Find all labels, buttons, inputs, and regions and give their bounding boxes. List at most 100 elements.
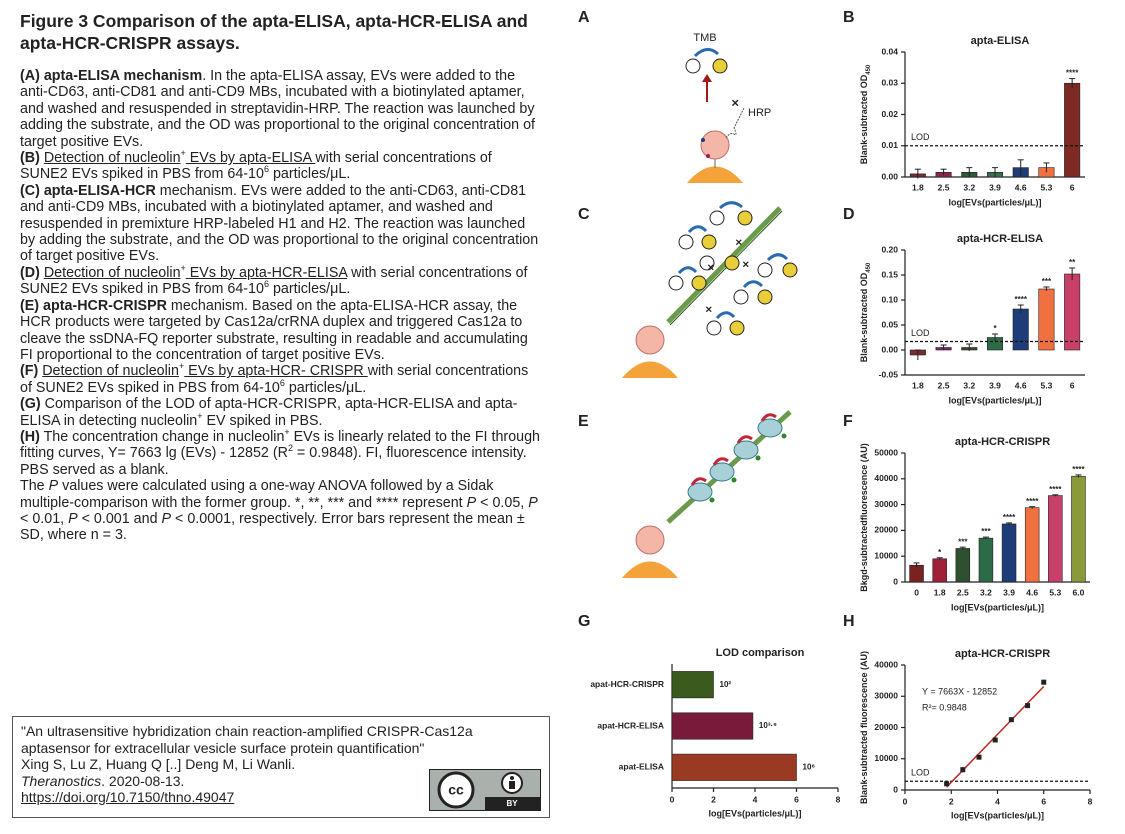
svg-text:cc: cc (448, 782, 464, 798)
caption-paragraph: (C) apta-ELISA-HCR mechanism. EVs were a… (20, 183, 542, 265)
significance-label: ** (1069, 258, 1076, 267)
caption-paragraph: (F) Detection of nucleolin+ EVs by apta-… (20, 361, 542, 396)
caption-run: values were calculated using a one-way A… (20, 478, 494, 511)
bar (671, 671, 714, 699)
x-tick-label: 3.9 (1003, 587, 1015, 597)
bar (1024, 507, 1040, 583)
category-label: apat-HCR-ELISA (597, 720, 664, 730)
x-tick-label: 0 (903, 796, 908, 806)
x-tick-label: 2 (949, 796, 954, 806)
x-tick-label: 1.8 (912, 182, 924, 192)
x-tick-label: 4.6 (1026, 587, 1038, 597)
caption-run: The concentration change in nucleolin (39, 428, 285, 445)
value-label: 10³·⁹ (759, 721, 777, 730)
panel-letter: D (843, 206, 855, 223)
caption-run: + (180, 148, 186, 159)
caption-paragraph: (A) apta-ELISA mechanism. In the apta-EL… (20, 68, 542, 150)
caption-paragraph: (B) Detection of nucleolin+ EVs by apta-… (20, 148, 542, 183)
y-axis-label: Bkgd-subtractedfluorescence (AU) (859, 443, 869, 592)
caption-run: + (180, 263, 186, 274)
caption-run: (E) apta-HCR-CRISPR (20, 297, 167, 314)
bar (932, 558, 947, 583)
caption-run: EVs by apta-ELISA (185, 150, 316, 167)
significance-label: **** (1003, 513, 1016, 522)
caption-run: Comparison of the LOD of apta-HCR-CRISPR… (20, 396, 518, 429)
y-tick-label: 0.15 (881, 269, 898, 279)
x-tick-label: 2.5 (957, 587, 969, 597)
y-axis-label: Blank-subtracted OD450 (859, 262, 871, 362)
citation-authors: Xing S, Lu Z, Huang Q [..] Deng M, Li Wa… (21, 756, 296, 772)
point (1025, 703, 1031, 709)
bar (1071, 475, 1086, 583)
caption-run: + (197, 410, 203, 421)
x-tick-label: 6 (794, 794, 799, 804)
y-tick-label: 0.20 (881, 244, 898, 254)
lod-label: LOD (911, 768, 930, 778)
schematic-label: TMB (693, 32, 716, 44)
point (976, 754, 982, 760)
caption-run: Detection of nucleolin (43, 264, 181, 281)
caption-run: The (20, 478, 49, 495)
y-tick-label: 20000 (874, 722, 898, 732)
x-tick-label: 3.9 (989, 182, 1001, 192)
caption-run: P (466, 494, 477, 511)
license-label: BY (506, 799, 518, 808)
citation-link[interactable]: https://doi.org/10.7150/thno.49047 (21, 789, 235, 805)
chart-title: apta-ELISA (971, 35, 1030, 47)
y-tick-label: 0.00 (881, 171, 898, 181)
schematic-a: ✕ (685, 48, 745, 183)
x-tick-label: 6 (1041, 796, 1046, 806)
x-axis-label: log[EVs(particles/μL)] (948, 395, 1041, 405)
x-tick-label: 3.2 (963, 380, 975, 390)
bar (909, 564, 924, 583)
bar (1012, 308, 1029, 351)
bar (955, 548, 971, 583)
caption-run: particles/μL. (268, 166, 351, 183)
y-tick-label: 0.04 (881, 46, 898, 56)
y-axis-label-text: Blank-subtracted fluorescence (AU) (859, 651, 869, 804)
citation-journal-line: Theranostics. 2020-08-13. (21, 773, 541, 790)
caption-run: Detection of nucleolin (43, 150, 181, 167)
significance-label: **** (1072, 465, 1085, 474)
bar (1064, 273, 1081, 351)
bar (671, 712, 754, 740)
y-tick-label: 0.03 (881, 78, 898, 88)
x-tick-label: 6.0 (1073, 587, 1085, 597)
citation-date: . 2020-08-13. (101, 772, 185, 789)
lod-label: LOD (911, 132, 930, 142)
cc-badge: cc BY (429, 769, 541, 811)
y-tick-label: 0 (893, 784, 898, 794)
x-tick-label: 4 (995, 796, 1000, 806)
y-axis-label: Blank-subtracted fluorescence (AU) (859, 651, 869, 804)
panel-letter: B (843, 9, 855, 26)
chart-title: apta-HCR-CRISPR (955, 648, 1050, 660)
hrp-marker: ✕ (705, 304, 713, 314)
significance-label: **** (1014, 295, 1027, 304)
caption-paragraph: The P values were calculated using a one… (20, 478, 542, 544)
schematic-label: HRP (748, 107, 771, 119)
hrp-marker: ✕ (735, 237, 743, 247)
caption-run: P (161, 510, 172, 527)
caption-run: + (178, 361, 185, 372)
y-tick-label: 10000 (874, 550, 898, 560)
x-tick-label: 8 (836, 794, 841, 804)
x-axis-label: log[EVs(particles/μL)] (708, 808, 801, 818)
hrp-marker: ✕ (742, 259, 750, 269)
significance-label: *** (958, 537, 968, 546)
caption-run: EVs is linearly related to the FI throug… (20, 428, 540, 462)
caption-paragraph: (G) Comparison of the LOD of apta-HCR-CR… (20, 396, 542, 429)
caption-run: + (284, 427, 290, 438)
x-tick-label: 4.6 (1015, 380, 1027, 390)
x-tick-label: 3.2 (980, 587, 992, 597)
caption-run: (A) apta-ELISA mechanism (20, 68, 203, 84)
x-axis-label: log[EVs(particles/μL)] (948, 197, 1041, 207)
y-axis-label-text: Blank-subtracted OD (859, 272, 869, 362)
caption-run: with serial concentrations of SUNE2 EVs … (20, 150, 492, 183)
chart-title: apta-HCR-CRISPR (955, 436, 1050, 448)
caption: (A) apta-ELISA mechanism. In the apta-EL… (20, 68, 542, 544)
chart-title: apta-HCR-ELISA (957, 233, 1043, 245)
caption-run: (F) (20, 363, 43, 380)
x-tick-label: 0 (670, 794, 675, 804)
schematic-c: ✕ ✕ ✕ ✕ (622, 201, 798, 378)
